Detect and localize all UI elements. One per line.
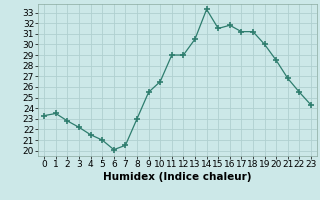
X-axis label: Humidex (Indice chaleur): Humidex (Indice chaleur) [103, 172, 252, 182]
